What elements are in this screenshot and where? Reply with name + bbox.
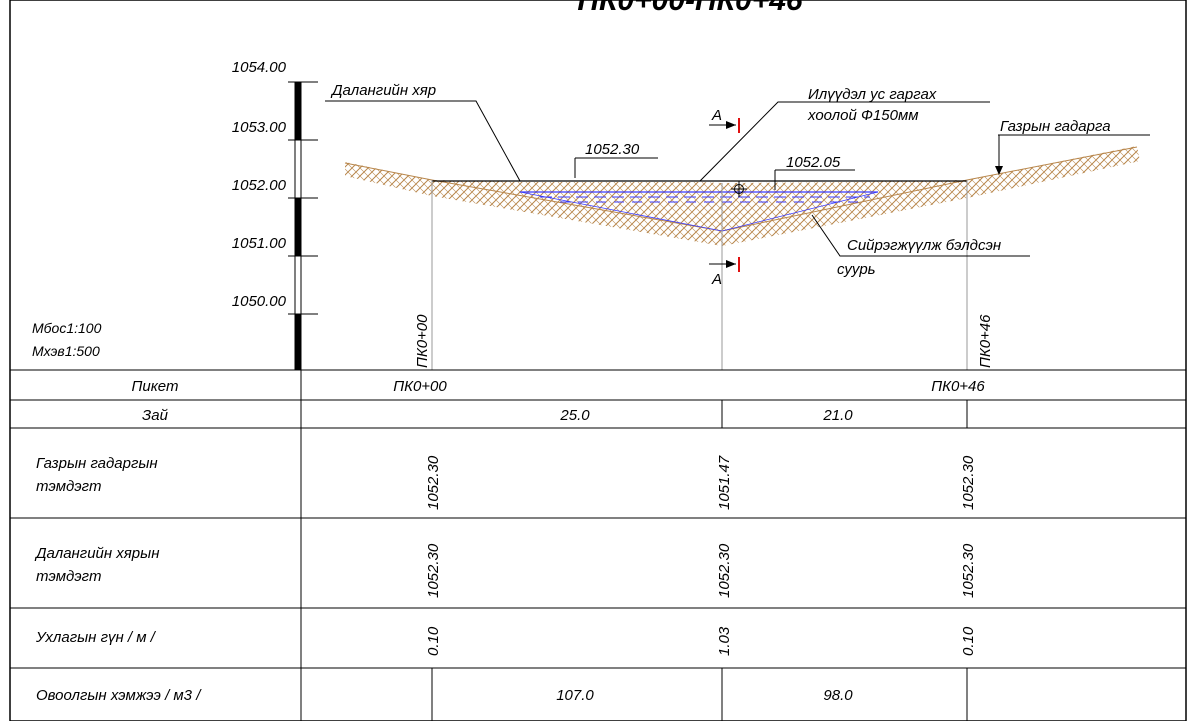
crest-mark-cell: 1052.30 (425, 543, 442, 598)
elevation-tick-label: 1052.00 (232, 177, 287, 194)
row-label-crest-mark: тэмдэгт (36, 568, 102, 585)
horizontal-scale-note: Мхэв1:500 (32, 343, 100, 359)
section-mark-bottom (709, 257, 740, 272)
dam-crest-label: Далангийн хяр (330, 82, 436, 99)
crest-level-label: 1052.30 (585, 141, 640, 158)
excavation-depth-cell: 0.10 (960, 626, 977, 656)
excavation-depth-cell: 1.03 (716, 626, 733, 656)
water-level-mark (774, 169, 855, 190)
station-label-start: ПК0+00 (414, 314, 431, 368)
row-label-ground-mark: тэмдэгт (36, 478, 102, 495)
soil-hatching (345, 146, 1140, 246)
drain-pipe-label-2: хоолой Ф150мм (807, 107, 919, 124)
distance-cell: 21.0 (822, 407, 853, 424)
distance-cell: 25.0 (559, 407, 590, 424)
base-label-1: Сийрэгжүүлж бэлдсэн (847, 237, 1001, 254)
row-label-crest-mark: Далангийн хярын (34, 545, 159, 562)
drawing-frame (9, 0, 1187, 721)
station-label-end: ПК0+46 (977, 314, 994, 368)
section-mark-top-label: A (711, 107, 722, 124)
drain-pipe-leader (699, 101, 990, 182)
ground-surface-label: Газрын гадарга (1000, 118, 1111, 135)
elevation-ruler (288, 81, 318, 371)
fill-volume-cell: 107.0 (556, 687, 594, 704)
elevation-tick-label: 1053.00 (232, 119, 287, 136)
elevation-tick-label: 1054.00 (232, 59, 287, 76)
drain-pipe-label-1: Илүүдэл ус гаргах (808, 86, 937, 103)
base-label-2: суурь (837, 261, 876, 278)
row-label-fill-volume: Овоолгын хэмжээ / м3 / (36, 687, 202, 704)
elevation-tick-label: 1050.00 (232, 293, 287, 310)
row-label-distance: Зай (142, 407, 169, 424)
section-mark-top (709, 118, 740, 133)
elevation-tick-label: 1051.00 (232, 235, 287, 252)
fill-volume-cell: 98.0 (823, 687, 853, 704)
row-label-ground-mark: Газрын гадаргын (36, 455, 158, 472)
section-mark-bottom-label: A (711, 271, 722, 288)
crest-level-mark (574, 157, 658, 178)
base-leader (811, 214, 1030, 257)
row-label-excavation-depth: Ухлагын гүн / м / (35, 629, 157, 646)
picket-cell: ПК0+46 (931, 378, 985, 395)
excavation-depth-cell: 0.10 (425, 626, 442, 656)
ground-mark-cell: 1052.30 (425, 455, 442, 510)
ground-mark-cell: 1051.47 (716, 455, 733, 510)
picket-cell: ПК0+00 (393, 378, 447, 395)
ground-mark-cell: 1052.30 (960, 455, 977, 510)
water-level-label: 1052.05 (786, 154, 841, 171)
crest-mark-cell: 1052.30 (960, 543, 977, 598)
row-label-picket: Пикет (132, 378, 179, 395)
dam-crest-leader (325, 100, 521, 182)
crest-mark-cell: 1052.30 (716, 543, 733, 598)
drawing-title: ПК0+00-ПК0+46 (577, 0, 802, 17)
profile-table (10, 369, 1186, 721)
vertical-scale-note: Мбос1:100 (32, 320, 102, 336)
